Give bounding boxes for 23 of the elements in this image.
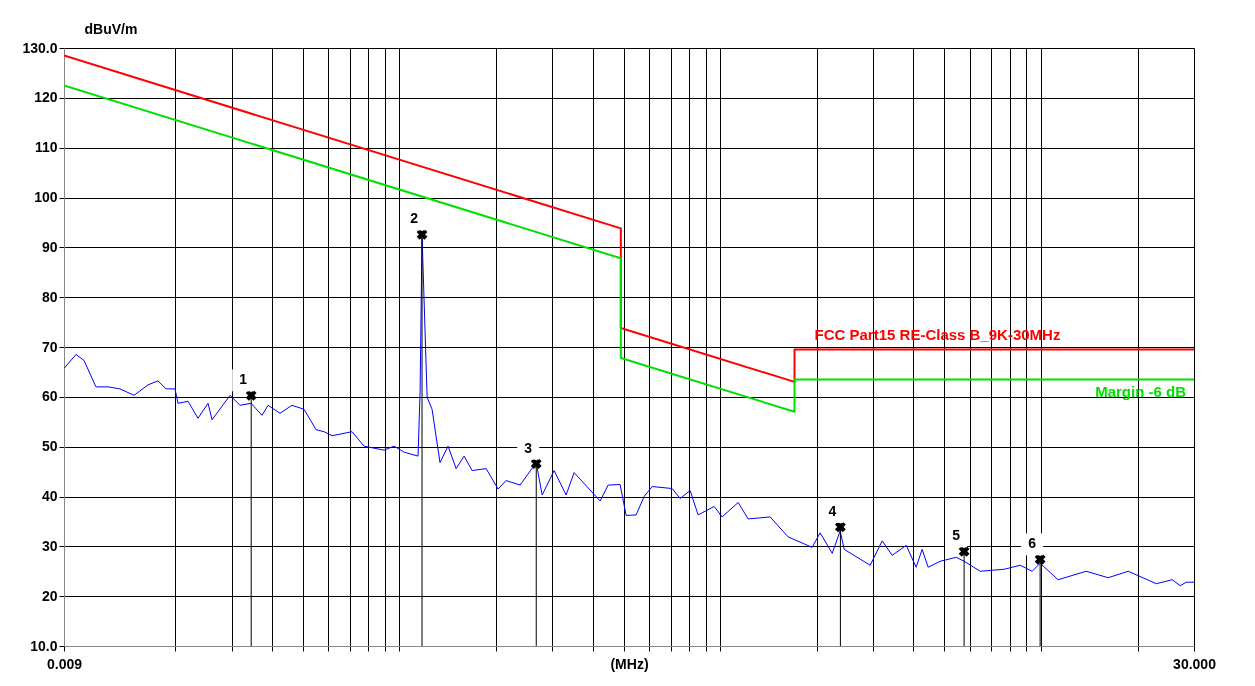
y-tick-label: 100 xyxy=(34,189,58,205)
y-tick-label: 50 xyxy=(41,438,58,455)
x-tick-label: 0.009 xyxy=(46,655,83,672)
y-tick-label: 90 xyxy=(41,238,58,255)
y-tick-label: 80 xyxy=(41,288,58,305)
y-tick-label: 20 xyxy=(41,587,58,604)
y-tick-label: 120 xyxy=(34,89,58,106)
y-tick-label: 110 xyxy=(34,139,58,156)
x-tick-label: 30.000 xyxy=(1173,655,1217,672)
x-axis-title: (MHz) xyxy=(610,655,649,672)
annotation: 1 xyxy=(239,371,248,388)
y-tick-label: 30 xyxy=(41,537,58,554)
annotation: 2 xyxy=(410,210,419,227)
annotation: 5 xyxy=(952,527,961,544)
y-tick-label: 40 xyxy=(41,488,58,504)
annotation: 6 xyxy=(1028,535,1037,552)
y-tick-label: 70 xyxy=(41,338,58,355)
annotation: 3 xyxy=(524,439,533,456)
y-tick-label: 60 xyxy=(41,388,58,405)
y-tick-label: 10.0 xyxy=(30,637,58,654)
y-tick-label: 130.0 xyxy=(22,39,58,56)
y-axis-title: dBuV/m xyxy=(84,20,138,37)
annotation: 4 xyxy=(828,502,837,519)
